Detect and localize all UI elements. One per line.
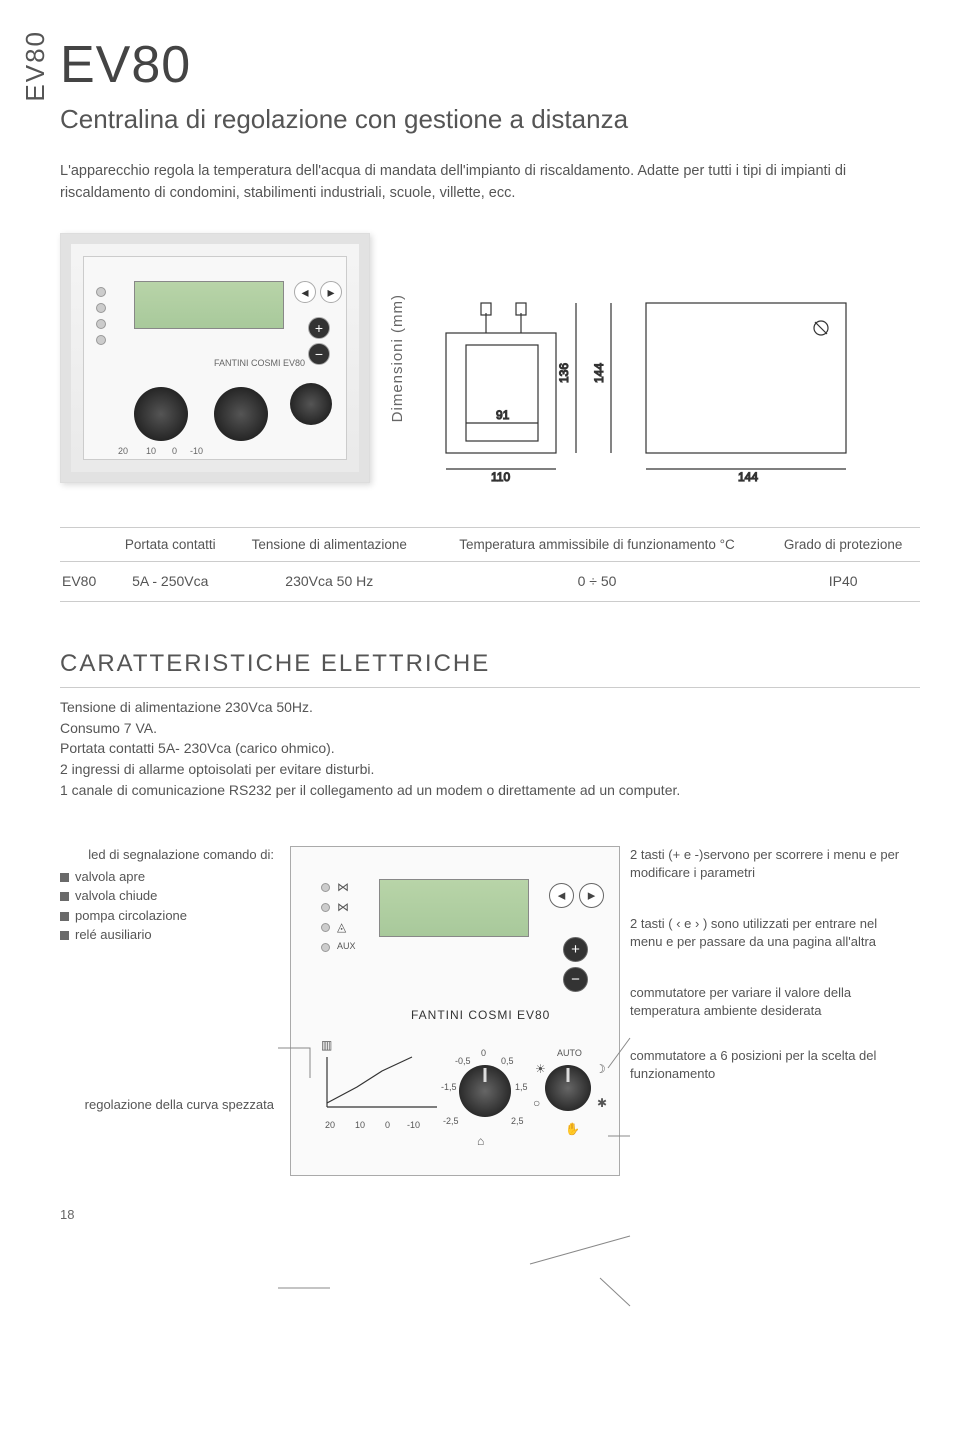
list-item: valvola chiude xyxy=(60,887,274,905)
valve-close-icon: ⋈ xyxy=(337,899,349,915)
hand-icon: ✋ xyxy=(565,1121,580,1137)
pump-icon: ◬ xyxy=(337,919,346,935)
device-front-panel: ⋈ ⋈ ◬ AUX ◂ ▸ + − FANTINI COSMI EV80 ▥ 2… xyxy=(290,846,620,1176)
spec-header xyxy=(60,527,110,562)
moon-icon: ☽ xyxy=(595,1061,606,1077)
anno-commutatore: commutatore per variare il valore della … xyxy=(630,984,910,1019)
page-subtitle: Centralina di regolazione con gestione a… xyxy=(60,102,920,137)
spec-header: Tensione di alimentazione xyxy=(231,527,428,562)
list-item: Portata contatti 5A- 230Vca (carico ohmi… xyxy=(60,739,920,758)
anno-nav: 2 tasti ( ‹ e › ) sono utilizzati per en… xyxy=(630,915,910,950)
plus-button[interactable]: + xyxy=(563,937,588,962)
spec-table: Portata contatti Tensione di alimentazio… xyxy=(60,527,920,602)
next-button[interactable]: ▸ xyxy=(579,883,604,908)
spec-header: Temperatura ammissibile di funzionamento… xyxy=(428,527,766,562)
page-title: EV80 xyxy=(60,30,920,100)
dimensions-label: Dimensioni (mm) xyxy=(388,294,408,422)
list-item: 2 ingressi di allarme optoisolati per ev… xyxy=(60,760,920,779)
valve-open-icon: ⋈ xyxy=(337,879,349,895)
figure-row: ◂ ▸ + − FANTINI COSMI EV80 20 10 0 -10 D… xyxy=(60,233,920,483)
anno-led-intro: led di segnalazione comando di: xyxy=(60,846,274,864)
auto-label: AUTO xyxy=(557,1047,582,1059)
lcd-display xyxy=(379,879,529,937)
aux-label: AUX xyxy=(337,940,356,952)
temperature-knob[interactable] xyxy=(459,1065,511,1117)
dimension-drawing: 91 110 136 144 144 xyxy=(426,273,876,483)
annotated-diagram: led di segnalazione comando di: valvola … xyxy=(60,846,920,1176)
spec-header: Grado di protezione xyxy=(766,527,920,562)
list-item: Consumo 7 VA. xyxy=(60,719,920,738)
anno-selettore: commutatore a 6 posizioni per la scelta … xyxy=(630,1047,910,1082)
anno-curve: regolazione della curva spezzata xyxy=(60,1096,274,1114)
svg-text:144: 144 xyxy=(592,362,606,382)
curve-graph xyxy=(317,1047,457,1127)
svg-text:91: 91 xyxy=(496,408,510,422)
brand-label: FANTINI COSMI EV80 xyxy=(411,1007,550,1023)
characteristics-list: Tensione di alimentazione 230Vca 50Hz. C… xyxy=(60,698,920,800)
off-icon: ○ xyxy=(533,1095,540,1111)
list-item: Tensione di alimentazione 230Vca 50Hz. xyxy=(60,698,920,717)
prev-button[interactable]: ◂ xyxy=(549,883,574,908)
sun-icon: ☀ xyxy=(535,1061,546,1077)
svg-text:136: 136 xyxy=(557,362,571,382)
characteristics-heading: CARATTERISTICHE ELETTRICHE xyxy=(60,648,920,687)
anno-scroll: 2 tasti (+ e -)servono per scorrere i me… xyxy=(630,846,910,881)
spec-row: EV80 5A - 250Vca 230Vca 50 Hz 0 ÷ 50 IP4… xyxy=(60,562,920,602)
mode-selector-knob[interactable] xyxy=(545,1065,591,1111)
frost-icon: ✱ xyxy=(597,1095,607,1111)
side-tab: EV80 xyxy=(18,30,53,102)
svg-text:110: 110 xyxy=(491,470,510,483)
spec-header: Portata contatti xyxy=(110,527,231,562)
list-item: valvola apre xyxy=(60,868,274,886)
intro-paragraph: L'apparecchio regola la temperatura dell… xyxy=(60,161,920,205)
page-number: 18 xyxy=(60,1206,920,1224)
product-photo: ◂ ▸ + − FANTINI COSMI EV80 20 10 0 -10 xyxy=(60,233,370,483)
anno-led-list: valvola apre valvola chiude pompa circol… xyxy=(60,868,274,944)
minus-button[interactable]: − xyxy=(563,967,588,992)
list-item: pompa circolazione xyxy=(60,907,274,925)
list-item: 1 canale di comunicazione RS232 per il c… xyxy=(60,781,920,800)
list-item: relé ausiliario xyxy=(60,926,274,944)
svg-text:144: 144 xyxy=(738,470,758,483)
house-icon: ⌂ xyxy=(477,1133,484,1149)
